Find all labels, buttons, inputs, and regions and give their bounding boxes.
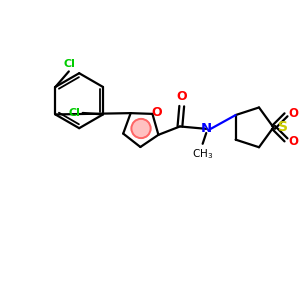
Text: N: N (201, 122, 212, 135)
Text: O: O (176, 90, 187, 103)
Text: O: O (288, 107, 298, 120)
Text: O: O (151, 106, 162, 119)
Circle shape (131, 119, 151, 138)
Text: O: O (288, 135, 298, 148)
Text: CH$_3$: CH$_3$ (192, 147, 213, 161)
Text: Cl: Cl (64, 59, 75, 69)
Text: Cl: Cl (68, 108, 80, 118)
Text: S: S (278, 120, 288, 134)
